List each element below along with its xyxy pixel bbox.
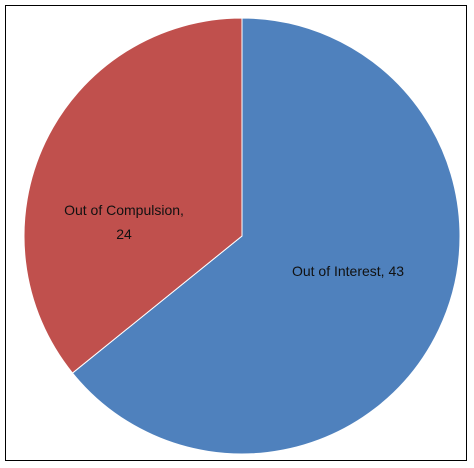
data-label-out-of-interest: Out of Interest, 43 [292, 263, 404, 279]
pie-slices [23, 17, 461, 455]
data-label-out-of-compulsion: Out of Compulsion, 24 [64, 202, 184, 242]
pie-slice-out-of-compulsion [23, 17, 243, 374]
pie-slice-out-of-interest [71, 17, 461, 455]
pie-data-labels: Out of Interest, 43 Out of Compulsion, 24 [64, 202, 404, 279]
